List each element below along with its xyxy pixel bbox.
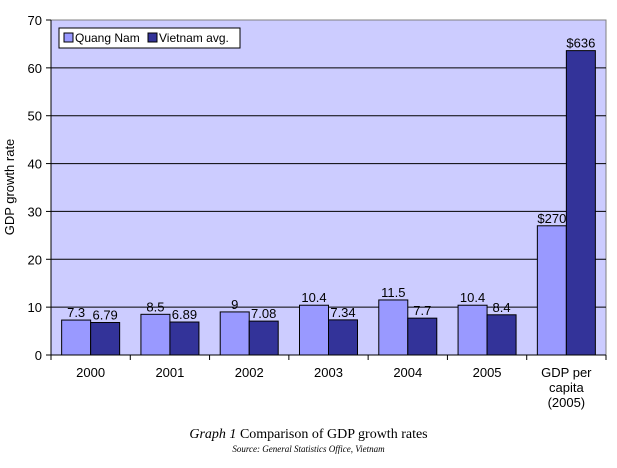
legend-swatch-quang-nam: [63, 32, 74, 43]
y-tick-label: 60: [28, 61, 42, 76]
bar: [378, 299, 409, 356]
bar: [140, 313, 171, 356]
gridlines: [51, 67, 606, 308]
data-label: 11.5: [381, 285, 405, 300]
legend-label-vietnam-avg: Vietnam avg.: [159, 31, 229, 45]
data-label: 10.4: [301, 290, 326, 305]
data-label: $636: [566, 36, 595, 51]
y-axis-title: GDP growth rate: [2, 139, 17, 236]
data-label: 8.4: [493, 300, 511, 315]
legend-swatch-vietnam-avg: [147, 32, 158, 43]
x-tick-label-line: 2003: [314, 365, 343, 380]
y-tick-label: 20: [28, 252, 42, 267]
data-label: 9: [231, 297, 238, 312]
data-label: 7.08: [251, 306, 276, 321]
data-label: 6.79: [92, 308, 117, 323]
bar: [565, 50, 596, 356]
data-labels: 7.3 6.79 8.5 6.89 9 7.08 10.4 7.34 11.5 7.7 10.4 8.…: [67, 36, 595, 323]
source-note: Source: General Statistics Office, Vietn…: [232, 444, 385, 454]
bar: [169, 321, 200, 356]
x-tick-label: 2001: [155, 365, 184, 380]
legend: Quang Nam Vietnam avg.: [58, 27, 241, 49]
bar: [486, 314, 517, 356]
data-label: 10.4: [460, 290, 485, 305]
x-tick-label-line: 2005: [473, 365, 502, 380]
bar: [61, 319, 92, 356]
bar: [299, 304, 329, 356]
legend-label-quang-nam: Quang Nam: [75, 31, 140, 45]
x-tick-label-line: 2004: [393, 365, 422, 380]
x-tick-label-line: 2002: [235, 365, 264, 380]
data-label: 6.89: [172, 307, 197, 322]
bar: [248, 320, 279, 356]
x-tick-label-line: (2005): [548, 395, 586, 410]
figure-caption: Graph 1 Comparison of GDP growth rates: [0, 427, 617, 443]
y-tick-label: 30: [28, 204, 42, 219]
bar: [457, 304, 488, 356]
x-tick-label: 2000: [76, 365, 105, 380]
y-tick-label: 50: [28, 109, 42, 124]
bar: [328, 319, 358, 356]
y-tick-label: 10: [28, 300, 42, 315]
x-tick-label: 2003: [314, 365, 343, 380]
bar: [407, 317, 438, 356]
data-label: $270: [537, 211, 566, 226]
data-label: 8.5: [146, 299, 164, 314]
bar: [536, 225, 567, 356]
x-tick-label: 2004: [393, 365, 422, 380]
x-tick-label-line: GDP per: [541, 365, 592, 380]
bar: [90, 322, 121, 356]
caption-text: Comparison of GDP growth rates: [236, 427, 428, 442]
data-label: 7.34: [330, 305, 355, 320]
x-tick-label: GDP per capita (2005): [541, 365, 592, 410]
x-tick-label: 2002: [235, 365, 264, 380]
bar: [219, 311, 250, 356]
x-tick-label: 2005: [473, 365, 502, 380]
caption-label: Graph 1: [189, 427, 237, 442]
x-tick-label-line: capita: [549, 380, 584, 395]
plot-area: [50, 19, 607, 356]
data-label: 7.3: [67, 305, 85, 320]
data-label: 7.7: [413, 303, 431, 318]
x-tick-label-line: 2001: [155, 365, 184, 380]
axes: 0 10 20 30 40 50 60 70 2000 2001 2002 2003 2004 2005 G…: [28, 13, 607, 410]
bars: [61, 50, 596, 356]
y-tick-label: 40: [28, 157, 42, 172]
y-tick-label: 0: [35, 348, 42, 363]
y-tick-label: 70: [28, 13, 42, 28]
x-tick-label-line: 2000: [76, 365, 105, 380]
